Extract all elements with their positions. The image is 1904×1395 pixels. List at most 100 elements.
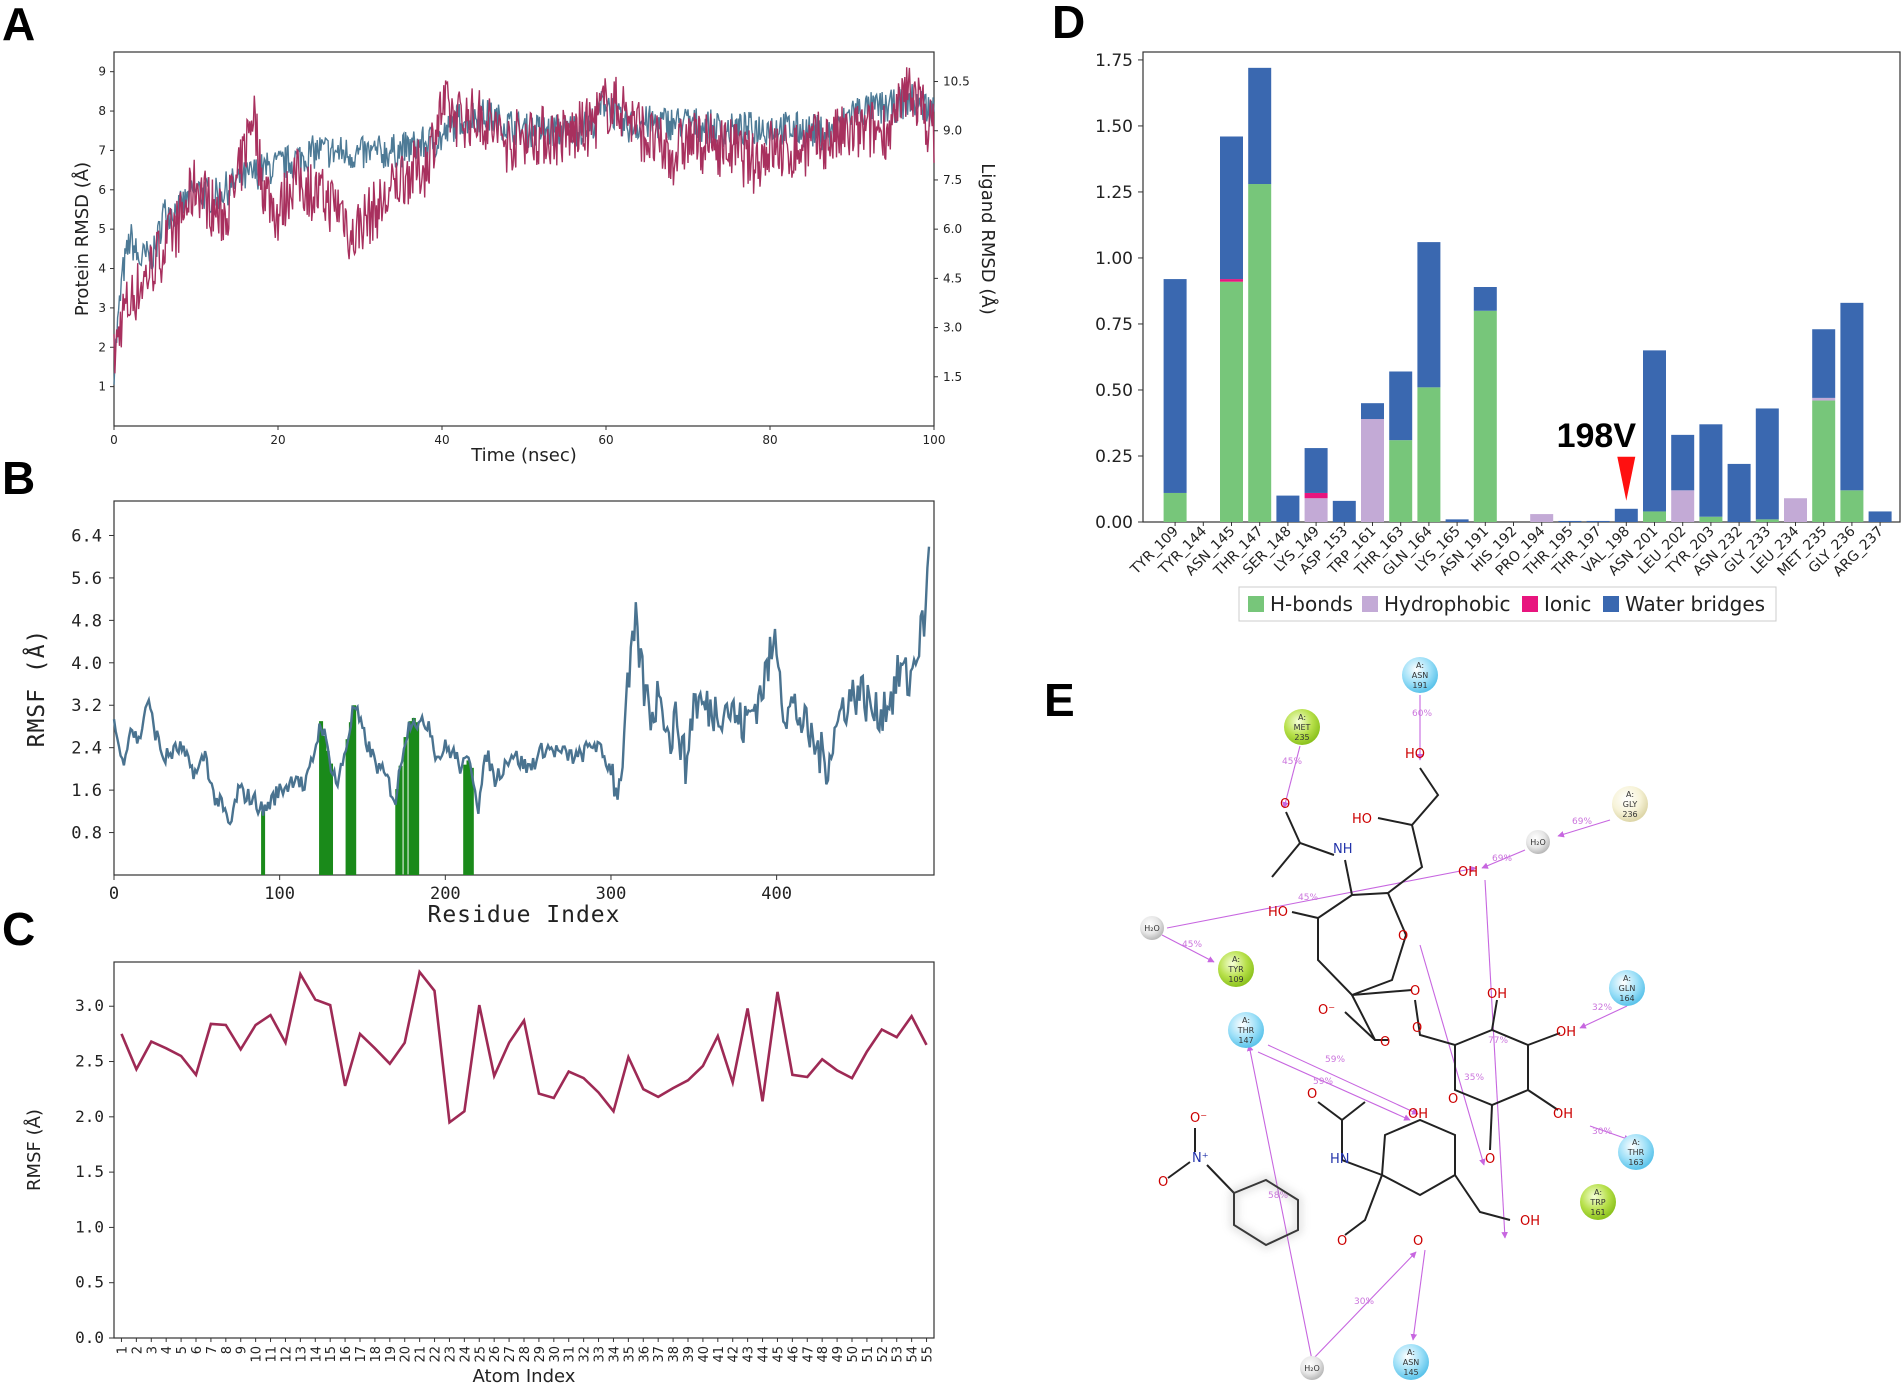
contact-bar-214 — [466, 760, 471, 875]
a-ytick-label-0: 1 — [98, 380, 106, 394]
atom-o2: O — [1398, 929, 1408, 944]
arrow-gln164 — [1579, 1005, 1628, 1029]
interaction-percents: 60% 45% 69% 69% 45% 45% 32% 77% 35% 59% … — [1182, 709, 1612, 1307]
bar-thr_163-water — [1389, 371, 1413, 441]
contact-bar-127 — [322, 736, 327, 875]
c-xtick-label-46: 47 — [801, 1346, 816, 1363]
contact-bar-90 — [261, 811, 266, 875]
disc-water-2 — [1140, 916, 1164, 940]
c-xtick-label-34: 35 — [622, 1346, 637, 1363]
atom-ho1: HO — [1405, 747, 1425, 762]
residue-gln164: A: GLN 164 — [1609, 970, 1645, 1006]
bond-carboxyl — [1351, 994, 1388, 1041]
bond-ho1 — [1377, 817, 1413, 826]
water-label-1: H₂O — [1530, 838, 1546, 847]
residue-thr163: A: THR 163 — [1618, 1134, 1654, 1170]
c-ytick-label-3: 1.5 — [75, 1162, 104, 1181]
ligand-rmsf-line — [120, 969, 928, 1125]
b-ytick-label-0: 0.8 — [71, 824, 102, 844]
res-name-gly236: GLY — [1623, 800, 1638, 809]
pct-asn191: 60% — [1412, 709, 1432, 719]
atom-ho2: HO — [1352, 812, 1372, 827]
bar-thr_195-water — [1558, 520, 1582, 522]
pct-gly236: 69% — [1572, 817, 1592, 827]
bar-gly_236-water — [1840, 302, 1864, 491]
legend-label-water-bridges: Water bridges — [1625, 592, 1765, 616]
water-label-2: H₂O — [1144, 924, 1160, 933]
arrow-internal-1 — [1419, 944, 1486, 1166]
res-chain-gln164: A: — [1623, 974, 1631, 983]
panel-label-b: B — [2, 452, 35, 504]
c-ytick-label-2: 1.0 — [75, 1217, 104, 1236]
c-xtick-label-39: 40 — [697, 1346, 712, 1363]
atom-nplus: N⁺ — [1192, 1151, 1209, 1166]
water-1: H₂O — [1526, 830, 1550, 854]
contact-bar-141 — [345, 739, 350, 875]
ligand-contact-bars — [261, 705, 474, 875]
bar-met_235-hbonds — [1812, 400, 1836, 522]
atom-onitro1: O⁻ — [1190, 1111, 1207, 1126]
c-xtick-label-44: 45 — [771, 1346, 786, 1363]
bond-nhac — [1317, 1101, 1383, 1176]
legend-label-ionic: Ionic — [1544, 592, 1591, 616]
panel-b-ylabel: RMSF (Å) — [22, 629, 50, 748]
c-xtick-label-14: 15 — [324, 1346, 339, 1363]
res-name-thr163: THR — [1627, 1148, 1645, 1157]
c-xtick-label-42: 43 — [742, 1346, 757, 1363]
res-name-trp161: TRP — [1589, 1198, 1605, 1207]
panel-a-frame — [113, 51, 935, 427]
b-ytick-label-7: 6.4 — [71, 526, 102, 546]
arrow-water-thr147 — [1246, 1044, 1313, 1361]
residue-met235: A: MET 235 — [1284, 709, 1320, 745]
atom-oh6: OH — [1520, 1214, 1540, 1229]
bar-asn_145-water — [1220, 136, 1243, 280]
res-name-tyr109: TYR — [1227, 965, 1244, 974]
panel-d-y-ticks: 0.00 0.25 0.50 0.75 1.00 1.25 1.50 1.75 — [1095, 51, 1143, 533]
bond-oh4 — [1527, 1032, 1561, 1046]
b-ytick-label-2: 2.4 — [71, 739, 102, 759]
bond-oh5 — [1527, 1089, 1559, 1111]
panel-e-ligand-interaction-diagram: 60% 45% 69% 69% 45% 45% 32% 77% 35% 59% … — [1140, 657, 1654, 1380]
c-xtick-label-27: 28 — [518, 1346, 533, 1363]
c-xtick-label-20: 21 — [414, 1346, 429, 1363]
res-chain-asn145: A: — [1407, 1348, 1415, 1357]
a-ytick-r-label-6: 10.5 — [943, 75, 970, 89]
bond-glyco — [1351, 989, 1413, 996]
atom-ominus: O⁻ — [1318, 1003, 1335, 1018]
pct-water-long: 45% — [1298, 893, 1318, 903]
bar-gln_164-water — [1417, 242, 1441, 388]
contact-bar-176 — [403, 737, 408, 875]
bar-trp_161-water — [1361, 403, 1384, 420]
panel-d-category-labels: TYR_109TYR_144ASN_145THR_147SER_148LYS_1… — [1127, 522, 1887, 580]
bar-asn_145-ionic — [1220, 279, 1243, 282]
res-name-asn191: ASN — [1412, 671, 1429, 680]
res-chain-tyr109: A: — [1232, 955, 1240, 964]
atom-o4: O — [1448, 1092, 1458, 1107]
panel-b-frame — [113, 500, 935, 876]
b-xtick-label-0: 0 — [109, 884, 119, 904]
bar-pro_194-hydrophobic — [1530, 514, 1554, 522]
bar-leu_234-hydrophobic — [1784, 498, 1807, 522]
bar-asn_201-hbonds — [1643, 511, 1666, 522]
res-num-trp161: 161 — [1590, 1208, 1605, 1217]
bar-asn_232-water — [1727, 463, 1751, 522]
c-xtick-label-47: 48 — [816, 1346, 831, 1363]
res-chain-gly236: A: — [1626, 790, 1634, 799]
atom-o3: O — [1410, 984, 1420, 999]
c-xtick-label-43: 44 — [757, 1346, 772, 1363]
c-xtick-label-13: 14 — [309, 1346, 324, 1363]
bar-asp_153-water — [1332, 500, 1356, 522]
d-ytick-label-5: 1.25 — [1095, 183, 1133, 203]
legend-swatch-ionic — [1522, 596, 1538, 612]
c-xtick-label-16: 17 — [354, 1346, 369, 1363]
atom-o6: O — [1485, 1152, 1495, 1167]
bar-gly_233-hbonds — [1755, 519, 1779, 522]
legend-label-hbonds: H-bonds — [1270, 592, 1353, 616]
panel-label-e: E — [1044, 674, 1075, 726]
bar-asn_191-hbonds — [1473, 310, 1497, 522]
panel-c-ligand-rmsf-chart: 0.00.51.01.52.02.53.0 1 2 3 4 5 6 7 8 9 10 11 12 13 1… — [23, 961, 936, 1387]
c-xtick-label-32: 33 — [593, 1346, 608, 1363]
bar-trp_161-hydrophobic — [1361, 419, 1384, 522]
disc-thr147 — [1228, 1012, 1264, 1048]
res-num-tyr109: 109 — [1228, 975, 1243, 984]
